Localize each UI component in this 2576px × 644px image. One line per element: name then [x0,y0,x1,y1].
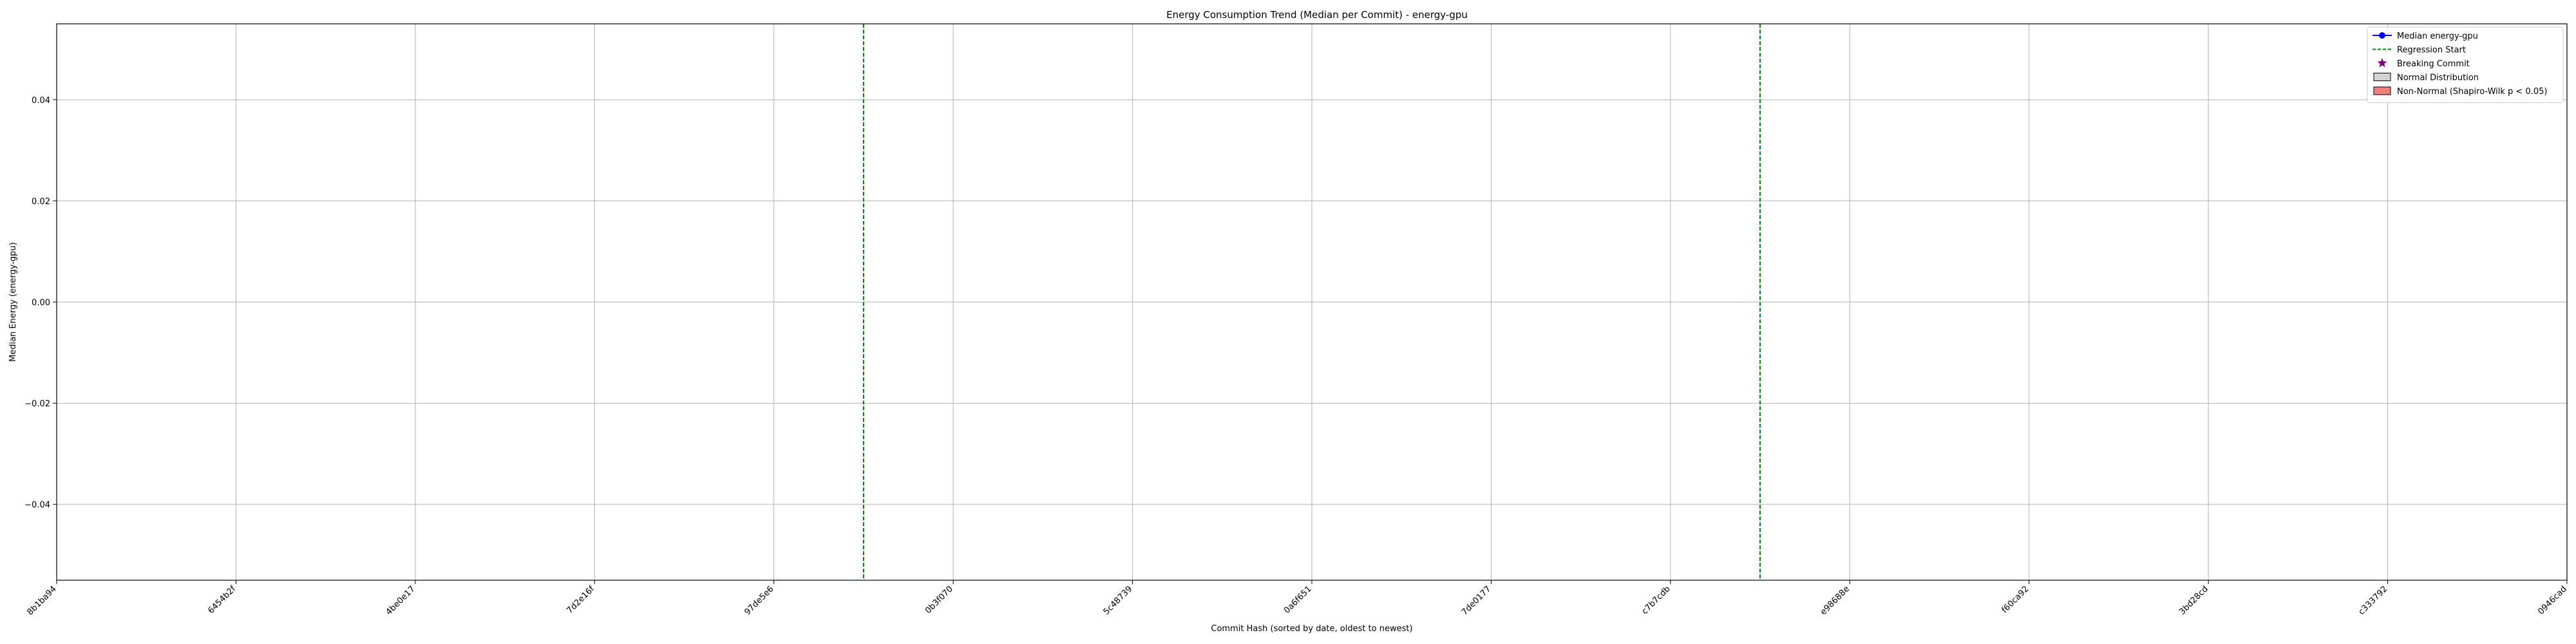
y-tick-label: 0.04 [32,96,50,106]
legend: Median energy-gpu Regression Start Breakin… [2367,26,2564,103]
regression-lines [862,24,1761,580]
legend-label: Median energy-gpu [2397,32,2478,41]
legend-item: Regression Start [2372,46,2466,55]
x-tick-label: c7b7cdb [1640,584,1672,616]
star-icon [2377,58,2387,68]
x-tick-label: 3bd28cd [2177,584,2210,617]
x-tick-label: 7de0177 [1460,584,1493,617]
legend-label: Normal Distribution [2397,73,2479,83]
x-tick-label: 5c48739 [1102,584,1135,617]
y-tick-label: 0.00 [32,298,50,308]
x-tick-label: f60ca92 [2000,584,2031,615]
x-tick-label: 97de5e6 [743,584,775,617]
legend-label: Breaking Commit [2397,59,2470,69]
x-tick-label: 7d2e16f [565,584,596,616]
legend-box [2367,26,2564,103]
y-axis-ticks: −0.04 −0.02 0.00 0.02 0.04 [24,96,57,510]
legend-item: Non-Normal (Shapiro-Wilk p < 0.05) [2373,86,2547,97]
x-tick-label: 0b3f070 [923,584,955,616]
grid [56,24,2568,580]
legend-item: Normal Distribution [2373,73,2479,83]
legend-item: Breaking Commit [2377,58,2470,69]
x-tick-label: 8b1ba94 [26,584,59,617]
x-tick-label: 4be0e17 [384,584,417,617]
x-axis-ticks: 8b1ba94 6454b2f 4be0e17 7d2e16f 97de5e6 0b3f0… [26,580,2569,618]
x-axis-label: Commit Hash (sorted by date, oldest to n… [1211,624,1412,634]
x-tick-label: 0946cad [2536,584,2569,617]
x-tick-label: 0a6f651 [1282,584,1314,616]
chart-title: Energy Consumption Trend (Median per Com… [1166,9,1468,21]
y-tick-label: −0.02 [24,399,50,409]
y-tick-label: 0.02 [32,197,50,207]
x-tick-label: 6454b2f [206,584,238,616]
y-tick-label: −0.04 [24,500,50,510]
legend-label: Non-Normal (Shapiro-Wilk p < 0.05) [2397,87,2547,97]
legend-patch-swatch [2373,86,2391,95]
x-tick-label: c333792 [2357,584,2390,617]
x-tick-label: e98688e [1819,584,1852,617]
legend-marker-swatch [2379,32,2385,39]
legend-item: Median energy-gpu [2372,32,2478,41]
legend-patch-swatch [2373,73,2391,81]
y-axis-label: Median Energy (energy-gpu) [8,242,18,362]
legend-label: Regression Start [2397,46,2466,55]
